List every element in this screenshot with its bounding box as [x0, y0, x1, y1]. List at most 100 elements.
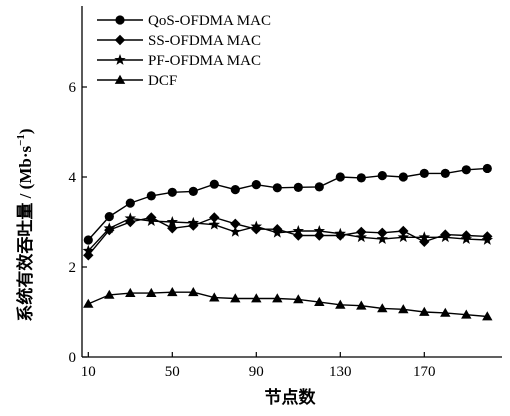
- legend-item: SS-OFDMA MAC: [97, 33, 261, 49]
- data-point: [167, 287, 178, 297]
- data-point: [439, 231, 452, 243]
- y-axis-title-exponent: −1: [15, 134, 27, 146]
- data-point: [167, 223, 178, 234]
- data-point: [124, 212, 137, 224]
- ticks: 10 50 90 130 170 0 2 4 6: [69, 80, 436, 380]
- y-tick-label: 6: [69, 80, 77, 96]
- legend-item: QoS-OFDMA MAC: [97, 13, 271, 29]
- data-point: [104, 212, 114, 222]
- x-axis-title: 节点数: [265, 387, 317, 407]
- series-star: [82, 212, 494, 256]
- x-tick-label: 90: [249, 364, 264, 380]
- data-point: [146, 287, 157, 297]
- legend-marker: [115, 15, 125, 25]
- legend-label: SS-OFDMA MAC: [148, 33, 261, 49]
- data-point: [145, 215, 158, 226]
- series-line: [88, 291, 488, 318]
- y-axis-title-close: ): [16, 128, 35, 134]
- data-point: [82, 244, 95, 256]
- series-line: [87, 217, 488, 252]
- data-point: [103, 222, 116, 234]
- data-point: [251, 180, 261, 190]
- data-point: [209, 292, 220, 302]
- data-point: [481, 234, 494, 245]
- data-point: [377, 171, 387, 181]
- legend-marker: [114, 74, 126, 84]
- series-line: [87, 167, 488, 241]
- data-point: [272, 293, 283, 303]
- data-point: [418, 231, 431, 243]
- data-point: [355, 231, 368, 243]
- data-point: [230, 293, 241, 303]
- data-point: [230, 185, 240, 195]
- data-point: [334, 227, 347, 239]
- data-point: [229, 225, 242, 237]
- data-point: [167, 187, 177, 197]
- data-point: [461, 309, 472, 319]
- data-point: [125, 198, 135, 208]
- series-circle: [83, 163, 492, 245]
- data-point: [146, 191, 156, 201]
- data-point: [440, 307, 451, 317]
- legend: QoS-OFDMA MAC SS-OFDMA MAC PF-OFDMA MAC DCF: [97, 13, 271, 89]
- axes: [81, 6, 502, 358]
- data-point: [398, 304, 409, 314]
- x-tick-label: 130: [329, 364, 352, 380]
- data-point: [398, 172, 408, 182]
- data-point: [166, 216, 179, 227]
- data-point: [335, 299, 346, 309]
- data-point: [272, 183, 282, 193]
- data-point: [230, 218, 241, 229]
- data-point: [356, 173, 366, 183]
- y-tick-label: 0: [69, 350, 77, 366]
- data-point: [377, 303, 388, 313]
- y-axis-title-main: 系统有效吞吐量 / (Mb·s: [15, 146, 35, 322]
- data-point: [251, 293, 262, 303]
- data-point: [83, 235, 93, 245]
- x-tick-label: 50: [165, 364, 180, 380]
- data-point: [482, 163, 492, 174]
- data-point: [398, 225, 409, 237]
- legend-label: QoS-OFDMA MAC: [148, 13, 271, 29]
- series-triangle: [83, 287, 493, 321]
- data-point: [209, 179, 219, 189]
- data-point: [188, 186, 198, 196]
- data-point: [419, 168, 429, 178]
- data-point: [440, 168, 450, 178]
- legend-marker: [114, 34, 126, 46]
- x-tick-label: 170: [413, 364, 436, 380]
- data-point: [209, 212, 220, 223]
- data-point: [250, 220, 263, 232]
- data-point: [293, 182, 303, 192]
- series-layer: [82, 163, 494, 321]
- data-point: [293, 294, 304, 304]
- data-point: [313, 225, 326, 236]
- data-point: [271, 226, 284, 238]
- data-point: [460, 233, 473, 244]
- y-tick-label: 4: [69, 170, 77, 186]
- data-point: [314, 296, 325, 306]
- legend-item: DCF: [97, 73, 177, 89]
- legend-marker: [114, 54, 126, 65]
- data-point: [104, 289, 115, 299]
- data-point: [461, 165, 471, 175]
- data-point: [419, 306, 430, 316]
- data-point: [482, 311, 493, 321]
- x-tick-label: 10: [81, 364, 96, 380]
- y-tick-label: 2: [69, 260, 77, 276]
- data-point: [292, 225, 305, 236]
- data-point: [314, 182, 324, 192]
- data-point: [188, 287, 199, 297]
- data-point: [208, 218, 221, 230]
- data-point: [83, 298, 94, 308]
- data-point: [377, 227, 388, 238]
- data-point: [376, 233, 389, 244]
- data-point: [187, 216, 200, 228]
- data-point: [335, 172, 345, 182]
- legend-label: PF-OFDMA MAC: [148, 53, 261, 69]
- legend-item: PF-OFDMA MAC: [97, 53, 261, 69]
- data-point: [125, 287, 136, 297]
- legend-label: DCF: [148, 73, 177, 89]
- y-axis-title: 系统有效吞吐量 / (Mb·s−1): [15, 128, 35, 321]
